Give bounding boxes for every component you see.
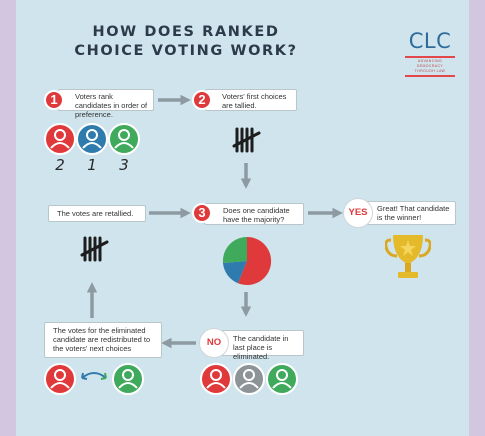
- redistribution-candidates: [44, 363, 144, 395]
- tally-icon: [232, 127, 261, 153]
- retally-box: The votes are retallied.: [48, 205, 146, 222]
- pie-chart-icon: [222, 236, 272, 285]
- trophy-icon: [385, 235, 431, 278]
- logo-divider-top: [405, 56, 455, 58]
- no-text: The candidate in last place is eliminate…: [233, 334, 289, 361]
- step-1-box: Voters rank candidates in order of prefe…: [58, 89, 154, 119]
- yes-text: Great! That candidate is the winner!: [377, 204, 450, 222]
- step-3-box: Does one candidate have the majority?: [204, 203, 304, 225]
- tally-icon: [80, 236, 109, 262]
- step-3-text: Does one candidate have the majority?: [223, 206, 290, 224]
- redistribute-text: The votes for the eliminated candidate a…: [53, 326, 151, 353]
- person-icon: [108, 123, 140, 155]
- step-2-text: Voters' first choices are tallied.: [222, 92, 287, 110]
- person-icon: [44, 123, 76, 155]
- ranked-candidates: [44, 123, 140, 155]
- rank-label: 1: [87, 156, 97, 174]
- infographic-poster: HOW DOES RANKED CHOICE VOTING WORK? CLC …: [16, 0, 469, 436]
- person-icon: [76, 123, 108, 155]
- logo-tagline-3: THROUGH LAW: [414, 69, 446, 73]
- person-icon: [44, 363, 76, 395]
- step-3-badge: 3: [192, 203, 212, 223]
- logo-divider-bottom: [405, 75, 455, 77]
- person-icon: [233, 363, 265, 395]
- retally-text: The votes are retallied.: [57, 209, 134, 218]
- remaining-candidates: [200, 363, 298, 395]
- no-badge: NO: [199, 328, 229, 358]
- person-icon: [112, 363, 144, 395]
- logo-tagline-2: DEMOCRACY: [416, 64, 444, 68]
- person-icon: [200, 363, 232, 395]
- title-line-2: CHOICE VOTING WORK?: [74, 43, 298, 59]
- rank-label: 2: [55, 156, 65, 174]
- step-2-badge: 2: [192, 90, 212, 110]
- logo-tagline-1: ADVANCING: [417, 59, 443, 63]
- person-icon: [266, 363, 298, 395]
- step-2-box: Voters' first choices are tallied.: [205, 89, 297, 111]
- redistribute-box: The votes for the eliminated candidate a…: [44, 322, 162, 358]
- step-1-badge: 1: [44, 90, 64, 110]
- swap-arrows-icon: [81, 372, 107, 380]
- title-line-1: HOW DOES RANKED: [92, 24, 280, 40]
- logo-letters: CLC: [408, 29, 452, 53]
- step-1-text: Voters rank candidates in order of prefe…: [75, 92, 148, 119]
- flow-arrows: [86, 94, 343, 349]
- rank-label: 3: [119, 156, 129, 174]
- yes-badge: YES: [343, 198, 373, 228]
